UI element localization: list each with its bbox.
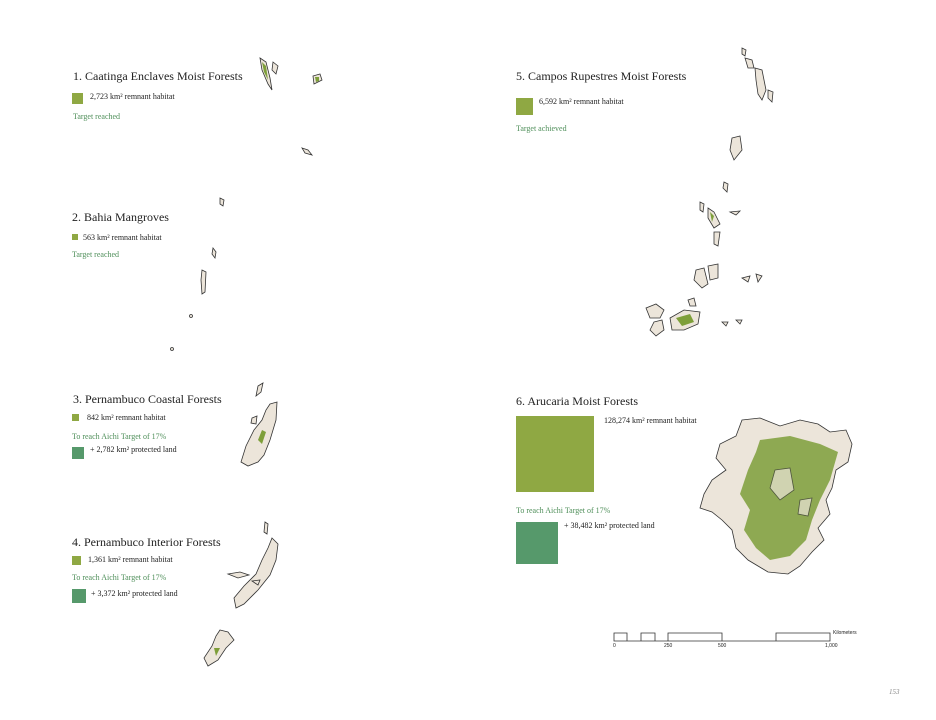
map-1 (259, 57, 323, 156)
scale-tick: 1,000 (825, 643, 838, 649)
scale-bar (613, 632, 831, 642)
legend-swatch (72, 414, 79, 421)
remnant-label: 6,592 km² remnant habitat (539, 97, 624, 106)
protected-swatch (72, 447, 84, 459)
protected-label: + 3,372 km² protected land (91, 589, 178, 598)
scale-tick: 500 (718, 643, 727, 649)
map-5 (645, 47, 774, 337)
status-label: Target reached (73, 112, 121, 121)
legend-swatch (516, 98, 533, 115)
status-label: Target achieved (516, 124, 567, 133)
legend-swatch (516, 416, 594, 492)
protected-swatch (72, 589, 86, 603)
scale-unit: Kilometers (833, 630, 857, 636)
status-label: To reach Aichi Target of 17% (72, 573, 167, 582)
remnant-label: 563 km² remnant habitat (83, 233, 162, 242)
map-4 (203, 521, 279, 667)
legend-swatch (72, 93, 83, 104)
status-label: Target reached (72, 250, 120, 259)
map-6 (699, 417, 853, 575)
protected-swatch (516, 522, 558, 564)
section-title: 1. Caatinga Enclaves Moist Forests (73, 69, 243, 83)
scale-tick: 250 (664, 643, 673, 649)
protected-label: + 38,482 km² protected land (564, 521, 655, 530)
map-3 (240, 382, 278, 467)
scale-tick: 0 (613, 643, 616, 649)
remnant-label: 2,723 km² remnant habitat (90, 92, 175, 101)
remnant-label: 842 km² remnant habitat (87, 413, 166, 422)
remnant-label: 1,361 km² remnant habitat (88, 555, 173, 564)
status-label: To reach Aichi Target of 17% (72, 432, 167, 441)
legend-swatch (72, 234, 78, 240)
page-number: 153 (889, 688, 900, 696)
remnant-label: 128,274 km² remnant habitat (604, 416, 697, 425)
section-title: 2. Bahia Mangroves (72, 210, 169, 224)
section-title: 6. Arucaria Moist Forests (516, 394, 638, 408)
status-label: To reach Aichi Target of 17% (516, 506, 611, 515)
legend-swatch (72, 556, 81, 565)
section-title: 3. Pernambuco Coastal Forests (73, 392, 222, 406)
map-2 (170, 197, 225, 351)
section-title: 4. Pernambuco Interior Forests (72, 535, 221, 549)
section-title: 5. Campos Rupestres Moist Forests (516, 69, 687, 83)
protected-label: + 2,782 km² protected land (90, 445, 177, 454)
